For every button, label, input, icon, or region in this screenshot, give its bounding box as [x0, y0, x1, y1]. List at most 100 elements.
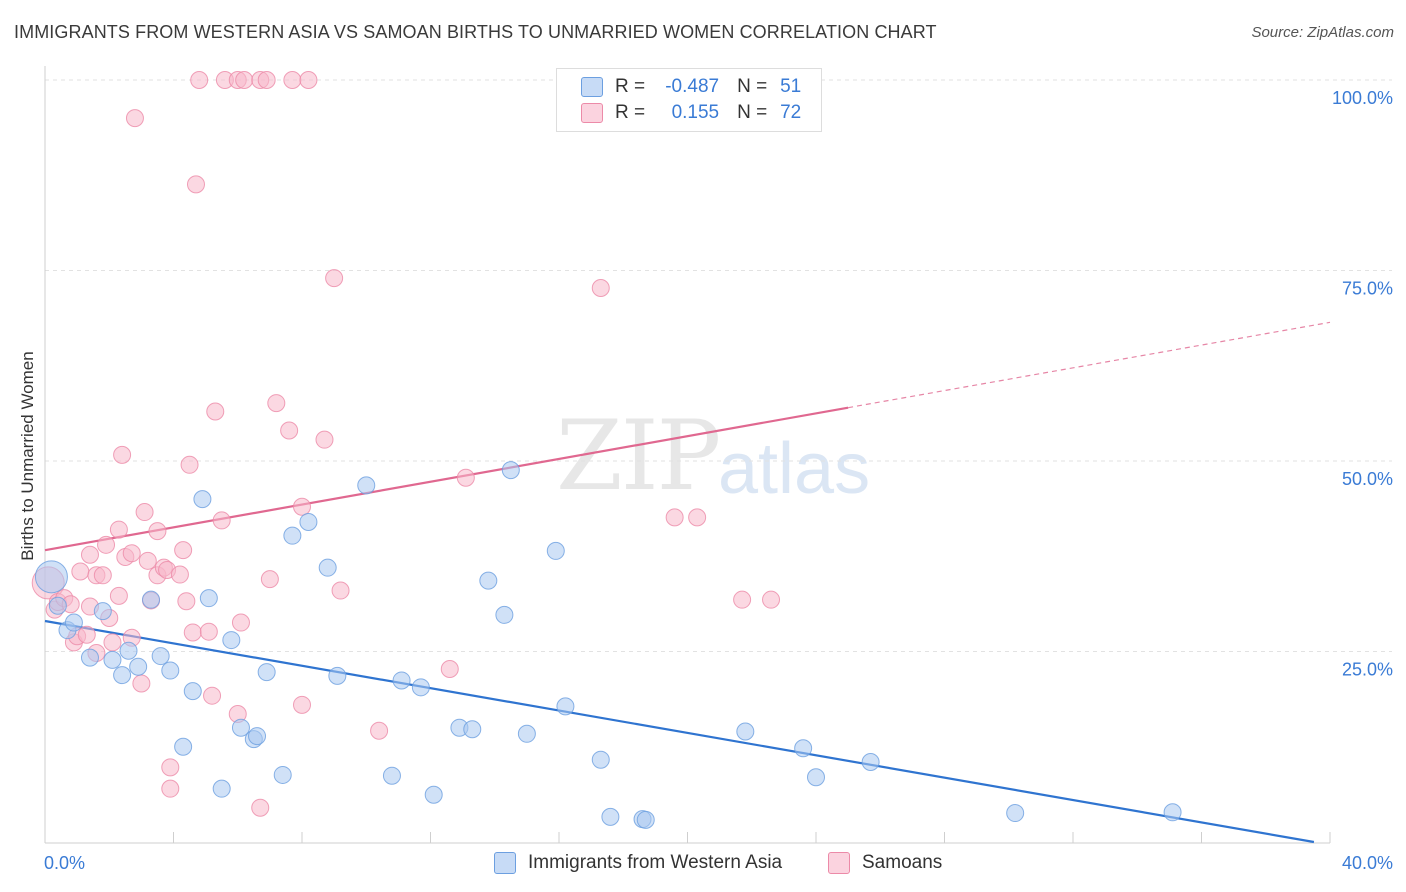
- point-western-asia: [193, 490, 212, 509]
- axis-layer: [44, 66, 1331, 844]
- point-samoans: [370, 721, 389, 740]
- point-western-asia: [807, 768, 825, 787]
- label-layer: 25.0% 50.0% 75.0% 100.0% 0.0% 40.0%: [44, 88, 1393, 873]
- point-western-asia: [382, 766, 401, 785]
- y-tick-label: 25.0%: [1342, 660, 1393, 680]
- point-samoans: [267, 394, 286, 413]
- point-samoans: [132, 674, 151, 693]
- point-western-asia: [736, 722, 755, 741]
- series-swatch-blue: [494, 852, 516, 874]
- point-western-asia: [113, 666, 132, 685]
- trend-line-samoans-extension: [848, 321, 1331, 409]
- point-samoans: [591, 279, 610, 298]
- point-samoans: [183, 623, 202, 642]
- point-western-asia: [501, 461, 520, 480]
- grid-layer: [45, 79, 1392, 652]
- points-layer: [31, 71, 1182, 829]
- point-samoans: [148, 522, 167, 541]
- series-legend: Immigrants from Western Asia Samoans: [0, 852, 1406, 878]
- point-samoans: [138, 551, 157, 570]
- point-samoans: [212, 511, 231, 530]
- point-samoans: [206, 402, 225, 421]
- point-samoans: [733, 590, 752, 609]
- point-western-asia: [273, 765, 292, 784]
- point-samoans: [293, 497, 311, 516]
- trend-line-western-asia: [44, 619, 1315, 844]
- point-western-asia: [318, 558, 337, 577]
- point-samoans: [97, 535, 116, 554]
- point-samoans: [161, 758, 180, 777]
- y-tick-label: 50.0%: [1342, 469, 1393, 489]
- point-western-asia: [601, 807, 620, 826]
- point-western-asia: [328, 666, 347, 685]
- trend-layer: [44, 321, 1331, 844]
- point-samoans: [440, 660, 459, 679]
- legend-n-label: N =: [737, 102, 768, 123]
- watermark-zip: ZIP: [556, 400, 721, 512]
- point-samoans: [103, 633, 122, 652]
- point-western-asia: [212, 779, 231, 798]
- legend-row-samoans: R = 0.155 N = 72: [581, 101, 801, 125]
- point-samoans: [665, 508, 684, 527]
- legend-row-western-asia: R = -0.487 N = 51: [581, 75, 801, 99]
- chart-title: IMMIGRANTS FROM WESTERN ASIA VS SAMOAN B…: [14, 22, 937, 42]
- point-samoans: [688, 508, 707, 527]
- legend-swatch-blue: [581, 77, 603, 97]
- point-western-asia: [161, 661, 180, 680]
- series-label: Immigrants from Western Asia: [528, 852, 783, 873]
- point-western-asia: [299, 512, 318, 531]
- point-western-asia: [93, 602, 112, 621]
- point-western-asia: [34, 560, 68, 594]
- point-samoans: [293, 695, 311, 714]
- point-western-asia: [479, 571, 498, 590]
- point-western-asia: [222, 631, 241, 650]
- trend-line-samoans: [44, 406, 849, 552]
- legend-swatch-pink: [581, 103, 603, 123]
- point-western-asia: [283, 526, 302, 545]
- point-western-asia: [463, 720, 482, 739]
- point-samoans: [113, 445, 132, 464]
- point-western-asia: [591, 750, 610, 769]
- point-western-asia: [257, 663, 276, 682]
- point-samoans: [190, 71, 209, 89]
- point-samoans: [260, 570, 279, 589]
- point-western-asia: [248, 727, 267, 746]
- point-western-asia: [1006, 804, 1025, 823]
- legend-r-label: R =: [615, 102, 646, 123]
- point-western-asia: [357, 476, 376, 495]
- point-western-asia: [48, 596, 67, 615]
- series-legend-item-western-asia: Immigrants from Western Asia: [494, 852, 782, 874]
- point-samoans: [315, 430, 334, 449]
- x-tick-label-min: 0.0%: [44, 853, 85, 873]
- point-western-asia: [151, 647, 170, 666]
- legend-n-value: 72: [780, 102, 802, 123]
- point-western-asia: [142, 590, 161, 609]
- point-western-asia: [64, 613, 83, 632]
- point-western-asia: [129, 657, 148, 676]
- legend-n-label: N =: [737, 76, 768, 97]
- watermark-atlas: atlas: [718, 429, 871, 509]
- source-label: Source: ZipAtlas.com: [1251, 24, 1394, 41]
- stats-legend: R = -0.487 N = 51 R = 0.155 N = 72: [556, 68, 822, 132]
- point-samoans: [299, 71, 318, 89]
- point-samoans: [80, 545, 99, 564]
- point-western-asia: [1163, 803, 1182, 822]
- point-western-asia: [231, 718, 250, 737]
- series-swatch-pink: [828, 852, 850, 874]
- legend-n-value: 51: [780, 76, 802, 97]
- point-samoans: [331, 581, 350, 600]
- point-samoans: [280, 421, 299, 440]
- point-western-asia: [636, 810, 655, 829]
- point-samoans: [180, 455, 199, 474]
- point-western-asia: [495, 605, 514, 624]
- point-western-asia: [103, 650, 122, 669]
- point-western-asia: [794, 739, 813, 758]
- point-samoans: [135, 503, 154, 522]
- point-samoans: [257, 71, 276, 89]
- legend-r-value: -0.487: [665, 76, 720, 97]
- point-samoans: [161, 779, 180, 798]
- series-label: Samoans: [862, 852, 943, 873]
- point-western-asia: [392, 671, 411, 690]
- x-tick-label-max: 40.0%: [1342, 853, 1393, 873]
- point-samoans: [77, 625, 96, 644]
